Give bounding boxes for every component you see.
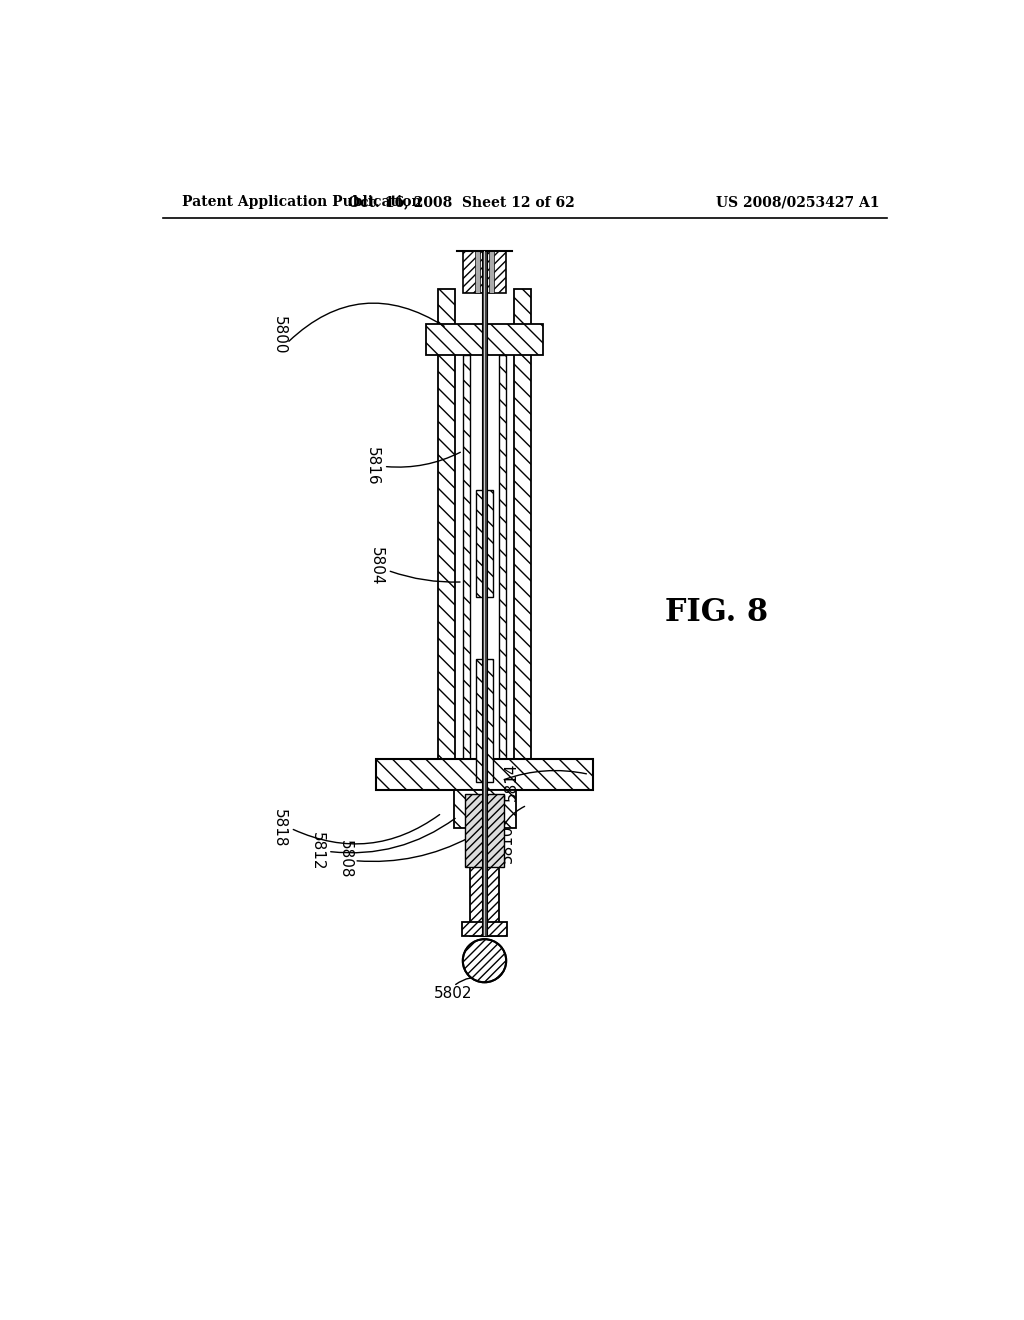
Bar bbox=[475, 251, 480, 293]
Bar bbox=[476, 490, 493, 597]
Bar bbox=[482, 251, 486, 936]
Text: 5814: 5814 bbox=[504, 763, 519, 801]
Bar bbox=[462, 923, 507, 936]
Bar bbox=[481, 251, 487, 293]
Text: 5800: 5800 bbox=[271, 317, 287, 355]
Text: 5802: 5802 bbox=[434, 986, 473, 1002]
Bar bbox=[500, 355, 506, 781]
Bar bbox=[463, 251, 506, 293]
Text: 5810: 5810 bbox=[501, 825, 515, 863]
Bar bbox=[376, 759, 593, 789]
Bar bbox=[483, 251, 485, 936]
Bar bbox=[514, 289, 531, 789]
Text: FIG. 8: FIG. 8 bbox=[666, 597, 769, 628]
Bar bbox=[438, 289, 455, 789]
Bar bbox=[476, 659, 493, 781]
Text: 5816: 5816 bbox=[365, 447, 380, 486]
Bar bbox=[465, 793, 504, 867]
Bar bbox=[426, 323, 543, 355]
Text: 5808: 5808 bbox=[338, 840, 352, 878]
Text: 5818: 5818 bbox=[271, 809, 287, 847]
Bar bbox=[454, 789, 515, 829]
Text: US 2008/0253427 A1: US 2008/0253427 A1 bbox=[716, 195, 880, 210]
Circle shape bbox=[463, 940, 506, 982]
Text: 5804: 5804 bbox=[369, 548, 384, 586]
Bar bbox=[471, 829, 498, 867]
Bar bbox=[488, 251, 495, 293]
Text: Patent Application Publication: Patent Application Publication bbox=[182, 195, 422, 210]
Bar bbox=[455, 289, 514, 789]
Text: Oct. 16, 2008  Sheet 12 of 62: Oct. 16, 2008 Sheet 12 of 62 bbox=[348, 195, 574, 210]
Bar bbox=[470, 867, 500, 936]
Bar bbox=[463, 355, 470, 781]
Text: 5812: 5812 bbox=[310, 832, 326, 871]
